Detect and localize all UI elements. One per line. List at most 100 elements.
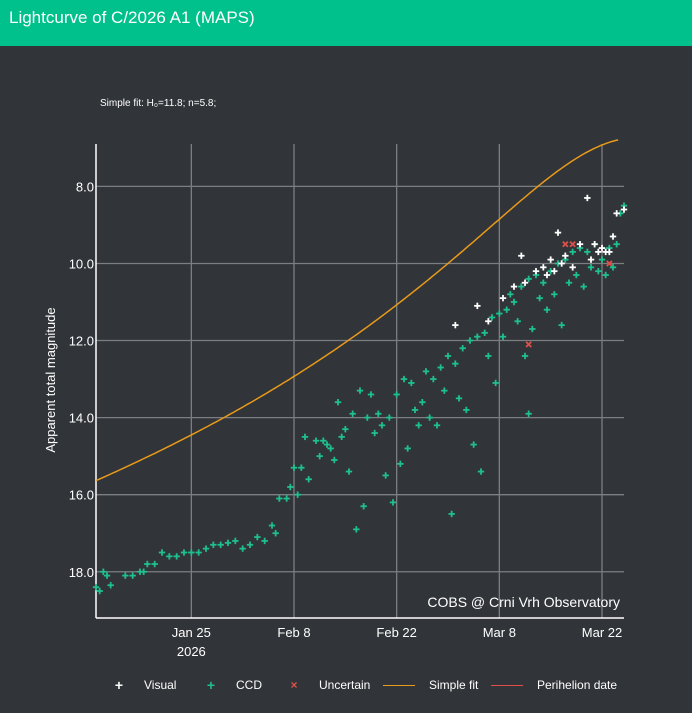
- ccd-point: [268, 522, 276, 529]
- ccd-point: [551, 291, 558, 298]
- ccd-point: [217, 541, 224, 548]
- ccd-point: [180, 549, 188, 556]
- ccd-point: [540, 279, 547, 286]
- visual-point: [576, 240, 584, 248]
- visual-point: [569, 264, 576, 271]
- ccd-point: [510, 298, 518, 306]
- ccd-point: [474, 333, 481, 340]
- ccd-point: [158, 549, 166, 556]
- ccd-point: [496, 310, 503, 317]
- legend: + Visual + CCD × Uncertain Simple fit Perihelio…: [0, 677, 692, 697]
- legend-swatch-perihelion: [491, 685, 523, 686]
- ccd-point: [477, 468, 485, 475]
- ccd-point: [580, 283, 587, 290]
- visual-point: [595, 248, 602, 256]
- ccd-point: [455, 395, 463, 402]
- fit-annotation: Simple fit: H₀=11.8; n=5.8;: [100, 98, 217, 109]
- ccd-point: [140, 568, 147, 575]
- ccd-point: [320, 437, 327, 444]
- ccd-point: [283, 495, 290, 502]
- uncertain-point: [525, 341, 532, 348]
- ccd-point: [536, 294, 543, 302]
- ccd-point: [386, 414, 393, 421]
- visual-point: [620, 206, 628, 213]
- ccd-point: [151, 560, 158, 568]
- ccd-point: [378, 422, 386, 429]
- ccd-point: [422, 368, 430, 375]
- ccd-point: [400, 375, 408, 383]
- visual-point: [554, 229, 562, 236]
- visual-point: [510, 283, 518, 290]
- ccd-point: [503, 306, 510, 313]
- ccd-point: [305, 476, 312, 483]
- ccd-point: [232, 537, 239, 545]
- ccd-point: [587, 264, 595, 271]
- legend-label: Perihelion date: [537, 678, 618, 692]
- ccd-point: [397, 460, 404, 468]
- ccd-point: [466, 337, 474, 344]
- ccd-point: [312, 437, 320, 444]
- ccd-point: [272, 530, 279, 537]
- ccd-point: [103, 572, 111, 579]
- legend-swatch-ccd: +: [206, 677, 216, 693]
- ccd-point: [521, 352, 529, 360]
- legend-swatch-visual: +: [114, 677, 124, 693]
- ccd-point: [584, 248, 591, 256]
- visual-point: [606, 248, 613, 256]
- visual-point: [613, 210, 620, 217]
- ccd-point: [448, 510, 455, 518]
- legend-label: Visual: [144, 678, 177, 692]
- visual-point: [532, 267, 540, 275]
- data-points: [92, 194, 628, 595]
- visual-point: [587, 256, 595, 263]
- ccd-point: [441, 387, 448, 394]
- y-tick-label: 8.0: [76, 179, 94, 194]
- ccd-point: [338, 433, 345, 441]
- visual-point: [591, 240, 598, 248]
- x-tick-label: Feb 8: [277, 625, 310, 640]
- ccd-point: [499, 333, 507, 340]
- ccd-point: [254, 533, 261, 541]
- ccd-point: [609, 264, 617, 271]
- ccd-point: [463, 406, 470, 414]
- ccd-point: [419, 398, 426, 406]
- ccd-point: [507, 291, 514, 298]
- ccd-point: [342, 425, 349, 433]
- ccd-point: [393, 391, 400, 398]
- ccd-point: [382, 472, 389, 479]
- y-axis-label: Apparent total magnitude: [43, 307, 58, 452]
- ccd-point: [188, 549, 195, 556]
- x-tick-label: Feb 22: [376, 625, 416, 640]
- legend-label: CCD: [236, 678, 262, 692]
- visual-point: [558, 260, 565, 267]
- ccd-point: [345, 468, 353, 475]
- ccd-point: [529, 325, 536, 333]
- ccd-point: [246, 541, 254, 548]
- ccd-point: [367, 391, 375, 398]
- ccd-point: [210, 541, 217, 548]
- ccd-point: [565, 279, 573, 286]
- ccd-point: [327, 445, 334, 452]
- y-tick-label: 12.0: [69, 334, 94, 349]
- ccd-point: [100, 568, 107, 575]
- y-tick-label: 14.0: [69, 411, 94, 426]
- y-tick-label: 10.0: [69, 256, 94, 271]
- ccd-point: [426, 414, 433, 421]
- ccd-point: [276, 495, 283, 502]
- ccd-point: [96, 587, 103, 595]
- ccd-point: [195, 549, 202, 556]
- visual-point: [452, 321, 459, 329]
- ccd-point: [360, 503, 367, 510]
- grid: [96, 144, 624, 618]
- ccd-point: [202, 545, 210, 552]
- uncertain-point: [569, 240, 576, 248]
- ccd-point: [543, 306, 551, 313]
- ccd-point: [430, 375, 437, 383]
- ccd-point: [459, 345, 466, 352]
- ccd-point: [129, 572, 136, 579]
- ccd-point: [107, 582, 114, 589]
- y-tick-label: 16.0: [69, 488, 94, 503]
- visual-point: [499, 294, 507, 302]
- ccd-point: [316, 452, 323, 460]
